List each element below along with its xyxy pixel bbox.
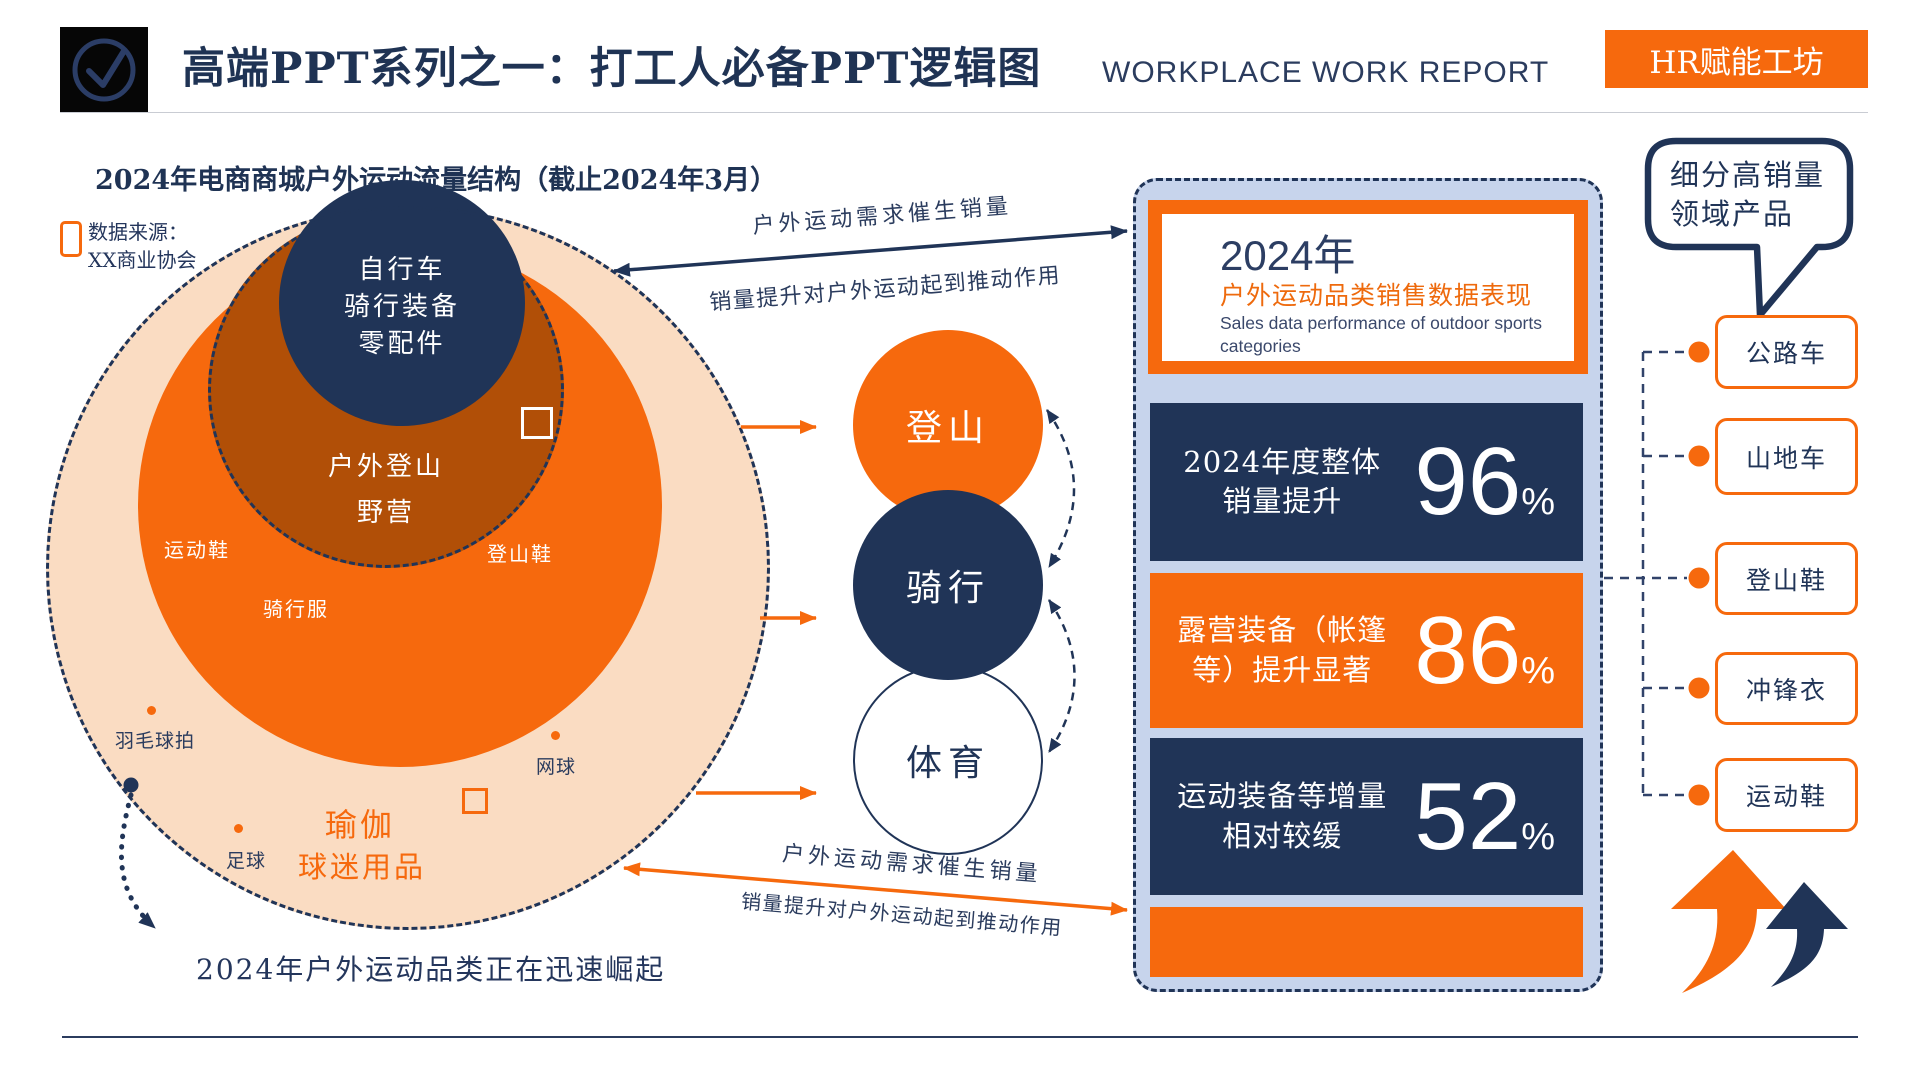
stat-camping-gear: 露营装备（帐篷 等）提升显著 86% <box>1150 573 1583 728</box>
stat-label: 露营装备（帐篷 等）提升显著 <box>1177 613 1388 687</box>
panel-year: 2024年 <box>1220 232 1356 279</box>
stats-panel-header-card: 2024年 户外运动品类销售数据表现 Sales data performanc… <box>1162 214 1574 361</box>
label-football: 足球 <box>225 850 267 872</box>
badminton-dot <box>147 706 156 715</box>
growth-arrow-navy-icon <box>1766 882 1848 987</box>
stat-value: 52% <box>1414 762 1555 870</box>
rise-start-dot <box>123 777 139 793</box>
dot-mountain-bike <box>1688 445 1710 467</box>
arrow-demand-bottom <box>623 862 1128 916</box>
dot-hiking-shoes <box>1688 567 1710 589</box>
brand-badge: HR赋能工坊 <box>1605 30 1868 88</box>
dotted-rise-arrow <box>118 792 158 931</box>
node-mountaineering: 登山 <box>853 330 1043 520</box>
header-divider <box>60 112 1868 113</box>
page-subtitle: WORKPLACE WORK REPORT <box>1102 56 1550 89</box>
stat-label: 2024年度整体 销量提升 <box>1183 444 1382 518</box>
label-sport-shoes: 运动鞋 <box>164 538 230 562</box>
sidebar-item-mountain-bike: 山地车 <box>1715 418 1858 495</box>
label-tennis: 网球 <box>535 756 577 778</box>
growth-arrow-orange-icon <box>1671 850 1786 993</box>
check-circle-icon <box>72 38 136 102</box>
arrow-demand-top <box>613 225 1128 277</box>
dot-sport-shoes <box>1688 784 1710 806</box>
sidebar-item-hiking-shoes: 登山鞋 <box>1715 542 1858 615</box>
panel-subtitle-en: Sales data performance of outdoor sports… <box>1220 313 1542 356</box>
hiking-group-label: 户外登山 野营 <box>327 452 445 528</box>
stat-overall-sales: 2024年度整体 销量提升 96% <box>1150 403 1583 561</box>
data-source-icon <box>60 221 82 257</box>
speech-bubble <box>1644 137 1854 319</box>
bottom-divider <box>62 1036 1858 1038</box>
dashed-link-mountaineering-cycling <box>1045 409 1076 568</box>
outer-circle-dashed-border <box>46 206 770 930</box>
dot-jacket <box>1688 677 1710 699</box>
cycling-group-label: 自行车 骑行装备 零配件 <box>343 255 461 359</box>
sidebar-item-jacket: 冲锋衣 <box>1715 652 1858 725</box>
dashed-link-cycling-sports <box>1047 599 1076 753</box>
diagram-caption: 2024年户外运动品类正在迅速崛起 <box>196 953 666 986</box>
logo <box>60 27 148 112</box>
stat-value: 96% <box>1414 428 1555 535</box>
stat-label: 运动装备等增量 相对较缓 <box>1177 779 1388 853</box>
label-cycling-wear: 骑行服 <box>263 597 329 621</box>
tennis-dot <box>551 731 560 740</box>
panel-subtitle-zh: 户外运动品类销售数据表现 <box>1220 282 1533 310</box>
white-square-marker <box>521 407 553 439</box>
bubble-label: 细分高销量 领域产品 <box>1670 158 1826 231</box>
stat-value: 86% <box>1414 596 1555 704</box>
football-dot <box>234 824 243 833</box>
stat-sports-equipment: 运动装备等增量 相对较缓 52% <box>1150 738 1583 895</box>
page-title: 高端PPT系列之一：打工人必备PPT逻辑图 <box>182 44 1042 94</box>
label-hiking-shoes: 登山鞋 <box>487 542 553 566</box>
label-badminton: 羽毛球拍 <box>114 730 196 752</box>
dot-road-bike <box>1688 341 1710 363</box>
label-yoga: 瑜伽 <box>324 806 396 844</box>
sidebar-item-road-bike: 公路车 <box>1715 315 1858 389</box>
node-cycling: 骑行 <box>853 490 1043 680</box>
label-fan-goods: 球迷用品 <box>297 850 427 884</box>
panel-footer-strip <box>1150 907 1583 977</box>
orange-square-marker <box>462 788 488 814</box>
node-sports: 体育 <box>853 665 1043 855</box>
data-source: 数据来源： XX商业协会 <box>88 220 197 272</box>
sidebar-item-sport-shoes: 运动鞋 <box>1715 758 1858 832</box>
